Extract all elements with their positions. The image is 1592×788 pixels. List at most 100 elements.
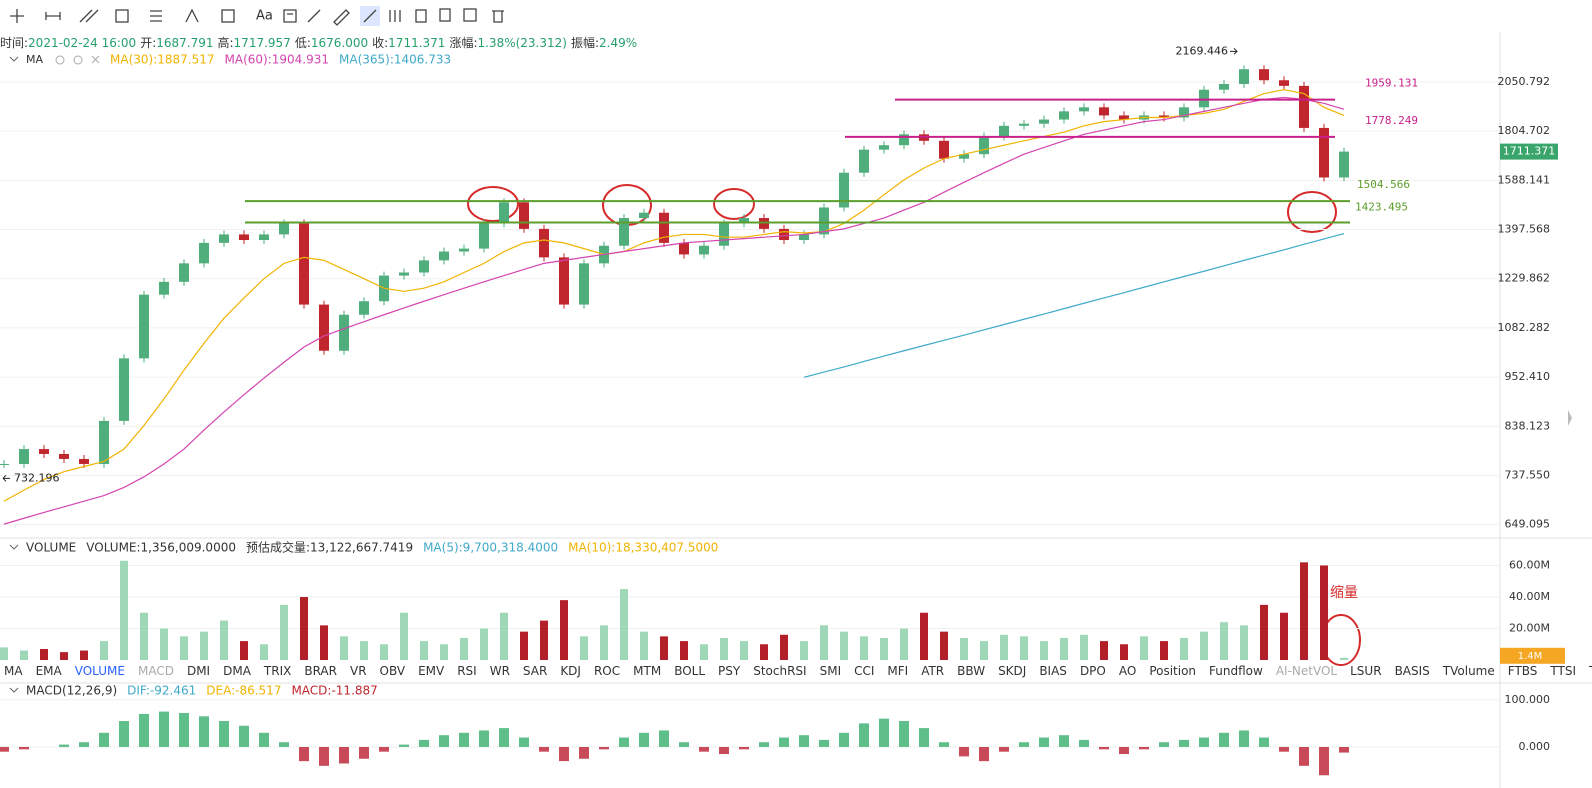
indicator-tab[interactable]: TTSI [1550, 664, 1577, 678]
volume-bar [600, 625, 608, 660]
candle [1179, 107, 1189, 118]
ruler-tool[interactable] [333, 9, 350, 26]
indicator-tab[interactable]: VR [349, 664, 367, 678]
indicator-tab[interactable]: EMA [35, 664, 62, 678]
y-tick-label: 1804.702 [1498, 124, 1551, 137]
indicator-tab[interactable]: ATR [921, 664, 945, 678]
lock-tool[interactable] [415, 9, 427, 23]
indicator-tab[interactable]: TTMU [1589, 664, 1592, 682]
header-value: 1711.371 [388, 36, 446, 50]
volume-bar [1100, 641, 1108, 660]
indicator-tab[interactable]: AO [1118, 664, 1137, 678]
indicator-tab[interactable]: CCI [854, 664, 875, 678]
text-tool[interactable]: Aa [256, 9, 273, 24]
indicator-tab[interactable]: SAR [522, 664, 548, 678]
indicator-tab[interactable]: DPO [1079, 664, 1106, 678]
indicator-tab[interactable]: SMI [819, 664, 842, 678]
channel-tool[interactable] [79, 9, 99, 23]
candle [59, 453, 69, 459]
pattern-tool[interactable] [185, 8, 199, 23]
volume-bar [700, 644, 708, 660]
volume-bar [1260, 604, 1268, 660]
indicator-tab[interactable]: SKDJ [998, 664, 1027, 678]
indicator-tab[interactable]: RSI [457, 664, 477, 678]
legend-entry: VOLUME:1,356,009.0000 [86, 541, 236, 555]
indicator-tab[interactable]: PSY [718, 664, 741, 678]
indicator-tab[interactable]: AI-NetVOL [1275, 664, 1338, 678]
indicator-tab[interactable]: BBW [957, 664, 986, 678]
candle [79, 458, 89, 464]
indicator-tab[interactable]: BASIS [1394, 664, 1430, 678]
magnet-tool[interactable] [363, 9, 377, 23]
volume-bar [280, 604, 288, 660]
macd-bar [99, 732, 109, 747]
header-value: 1676.000 [310, 36, 369, 50]
indicator-tab[interactable]: Position [1149, 664, 1197, 678]
candle [339, 314, 349, 351]
indicator-tab[interactable]: MACD [137, 664, 174, 678]
collapse-icon[interactable] [9, 56, 19, 62]
indicator-tab[interactable]: BIAS [1039, 664, 1067, 678]
indicator-tab[interactable]: DMI [186, 664, 211, 678]
volume-bar [1220, 622, 1228, 660]
candle [139, 294, 149, 359]
volume-bar [1280, 612, 1288, 660]
volume-bar [180, 636, 188, 660]
volume-bar [300, 596, 308, 660]
indicator-tab[interactable]: WR [489, 664, 510, 678]
indicator-tab[interactable]: MFI [887, 664, 909, 678]
indicator-tab[interactable]: LSUR [1350, 664, 1382, 678]
candle [259, 234, 269, 241]
line-tool[interactable] [45, 12, 61, 20]
volume-bar [540, 620, 548, 660]
high-label: 2169.446 [1176, 44, 1229, 57]
header-value: 2.49% [599, 36, 638, 50]
note-tool[interactable] [283, 9, 297, 23]
indicator-tab[interactable]: DMA [223, 664, 251, 678]
volume-bar [140, 612, 148, 660]
shape-tool[interactable] [115, 9, 129, 23]
candle [739, 218, 749, 224]
volume-bar [940, 631, 948, 660]
measure-tool[interactable] [221, 9, 235, 23]
candle [639, 212, 649, 219]
volume-bar [200, 631, 208, 660]
delete-tool[interactable] [492, 10, 504, 23]
indicator-tab[interactable]: OBV [379, 664, 406, 678]
indicator-tab[interactable]: TVolume [1442, 664, 1495, 678]
copy-tool[interactable] [439, 8, 451, 22]
indicator-tab[interactable]: MA [4, 664, 23, 678]
candles-tool[interactable] [389, 10, 401, 22]
macd-bar [1119, 746, 1129, 755]
indicator-tab[interactable]: EMV [418, 664, 445, 678]
indicator-tab[interactable]: ROC [593, 664, 621, 678]
y-tick-label: 737.550 [1505, 469, 1551, 482]
indicator-tab[interactable]: MTM [633, 664, 662, 678]
volume-bar [1080, 634, 1088, 660]
indicator-tab[interactable]: VOLUME [74, 664, 125, 678]
indicator-tab[interactable]: TRIX [263, 664, 292, 678]
candle [419, 260, 429, 273]
eraser-tool[interactable] [307, 9, 321, 23]
expand-arrow[interactable] [1568, 410, 1572, 426]
close-icon[interactable] [91, 55, 100, 64]
indicator-tab[interactable]: BRAR [304, 664, 337, 678]
indicator-tab[interactable]: BOLL [674, 664, 706, 678]
eye-icon[interactable] [55, 55, 65, 65]
y-tick-label: 952.410 [1505, 370, 1551, 383]
volume-bar [1040, 641, 1048, 660]
macd-bar [799, 735, 809, 747]
fib-tool[interactable] [150, 10, 162, 22]
indicator-tab[interactable]: FTBS [1507, 664, 1538, 678]
indicator-tab[interactable]: Fundflow [1209, 664, 1263, 678]
crosshair-tool[interactable] [10, 9, 24, 23]
volume-bar [1240, 625, 1248, 660]
hide-tool[interactable] [463, 8, 477, 22]
header-value: 1.38%(23.312) [477, 36, 567, 50]
y-tick-label: 0.000 [1519, 740, 1551, 753]
volume-bar [460, 637, 468, 660]
legend-entry: 预估成交量:13,122,667.7419 [246, 540, 413, 555]
indicator-tab[interactable]: StochRSI [753, 664, 807, 678]
indicator-tab[interactable]: KDJ [560, 664, 581, 678]
settings-icon[interactable] [73, 55, 83, 65]
